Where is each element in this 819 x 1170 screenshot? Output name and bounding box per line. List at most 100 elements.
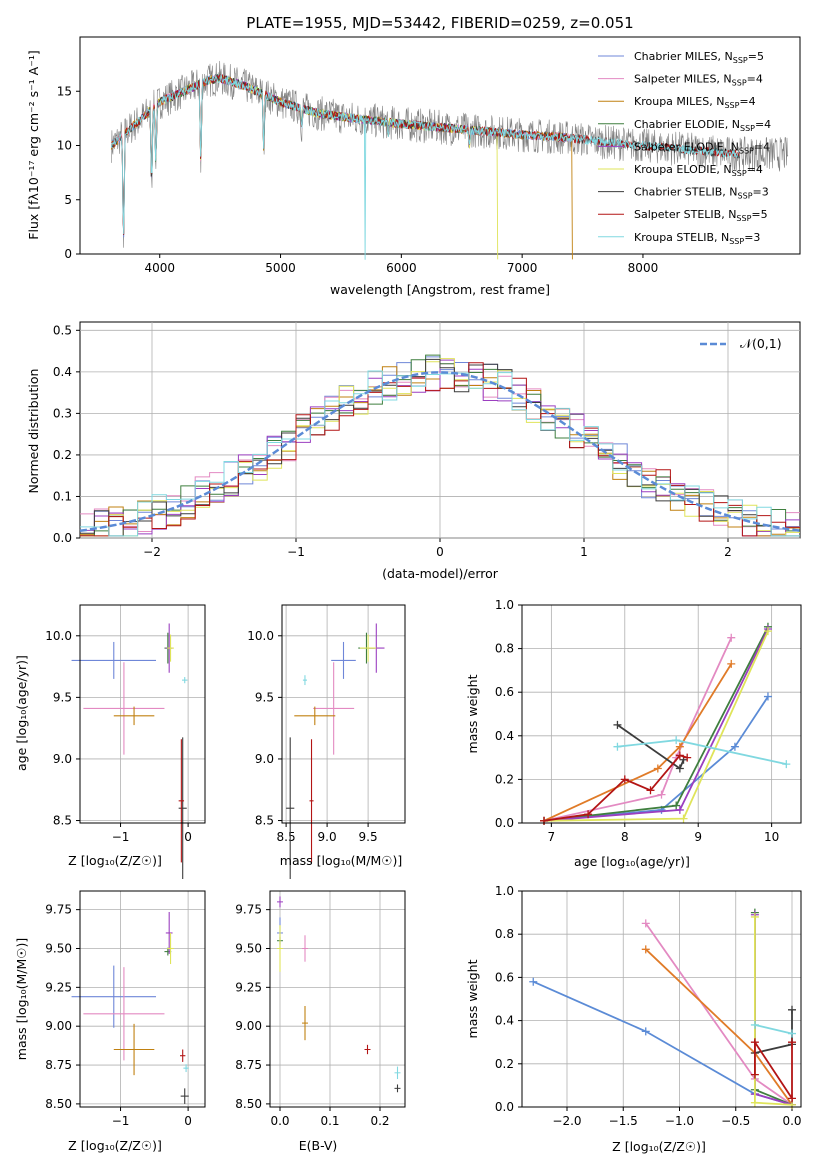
y-tick-label: 0.3 — [53, 406, 72, 420]
y-tick-label: 9.50 — [45, 941, 72, 955]
spectrum-legend: Chabrier MILES, NSSP=5 Salpeter MILES, NS… — [598, 50, 771, 246]
residual-ylabel: Normed distribution — [26, 369, 41, 494]
mass-weight-line — [645, 922, 793, 1106]
data-point — [646, 786, 655, 795]
x-tick-label: 0.2 — [370, 1114, 389, 1128]
y-tick-label: 9.0 — [255, 752, 274, 766]
data-point — [613, 742, 622, 751]
y-tick-label: 1.0 — [495, 884, 514, 898]
x-tick-label: 8.5 — [277, 830, 296, 844]
x-tick-label: 0 — [184, 830, 192, 844]
data-point — [750, 1098, 759, 1107]
x-tick-label: 8000 — [628, 261, 659, 275]
mass-vs-metallicity-panel: −1 0 8.50 8.75 9.00 9.25 9.50 9.75 — [45, 890, 206, 1128]
x-tick-label: −1 — [112, 830, 130, 844]
p4-xlabel: mass [log₁₀(M/M☉)] — [280, 853, 402, 868]
y-tick-label: 9.75 — [235, 903, 262, 917]
data-point — [763, 627, 772, 636]
y-tick-label: 10.0 — [247, 629, 274, 643]
x-tick-label: 0 — [436, 545, 444, 559]
data-point — [672, 736, 681, 745]
mass-weight-line — [543, 626, 769, 822]
data-point — [679, 814, 688, 823]
model-line-kroupa-elodie — [147, 74, 499, 260]
y-tick-label: 9.50 — [235, 941, 262, 955]
data-point — [641, 1027, 650, 1036]
p8-xlabel: Z [log₁₀(Z/Z☉)] — [612, 1139, 706, 1154]
data-point — [641, 945, 650, 954]
model-line-kroupa-stelib — [110, 74, 740, 260]
data-point — [672, 801, 681, 810]
spectrum-panel: 4000 5000 6000 7000 8000 0 5 10 15 Chabrier MILE… — [26, 36, 801, 297]
data-point — [727, 659, 736, 668]
age-vs-metallicity-panel: −1 0 8.5 9.0 9.5 10.0 — [45, 604, 206, 880]
x-tick-label: −1.5 — [609, 1114, 638, 1128]
spectrum-lines — [110, 60, 789, 260]
y-tick-label: 8.50 — [235, 1097, 262, 1111]
data-point — [584, 810, 593, 819]
y-tick-label: 9.00 — [235, 1019, 262, 1033]
p3-ylabel: age [log₁₀(age/yr)] — [14, 655, 29, 771]
y-tick-label: 9.25 — [235, 980, 262, 994]
residual-legend: 𝒩(0,1) — [700, 336, 782, 351]
y-tick-label: 8.5 — [255, 814, 274, 828]
y-tick-label: 0.0 — [495, 1100, 514, 1114]
mass-weight-line — [532, 980, 793, 1106]
data-point — [675, 764, 684, 773]
age-vs-mass-panel: 8.5 9.0 9.5 8.5 9.0 9.5 10.0 — [247, 604, 406, 880]
mass-weight-line — [754, 916, 793, 1106]
spectrum-xlabel: wavelength [Angstrom, rest frame] — [330, 282, 550, 297]
x-tick-label: 0 — [184, 1114, 192, 1128]
data-point — [750, 1038, 759, 1047]
x-tick-label: −1.0 — [665, 1114, 694, 1128]
y-tick-label: 9.5 — [255, 690, 274, 704]
x-tick-label: −0.5 — [721, 1114, 750, 1128]
x-tick-label: 8 — [621, 830, 629, 844]
y-tick-label: 0.2 — [495, 772, 514, 786]
mass-weight-line — [543, 663, 733, 822]
data-point — [788, 1029, 796, 1038]
legend-entry: Kroupa STELIB, NSSP=3 — [634, 231, 760, 246]
gaussian-curve — [79, 371, 801, 532]
x-tick-label: −2 — [143, 545, 161, 559]
x-tick-label: 0.1 — [320, 1114, 339, 1128]
data-point — [613, 720, 622, 729]
y-tick-label: 0.2 — [53, 448, 72, 462]
y-tick-label: 9.0 — [53, 752, 72, 766]
legend-entry: Chabrier MILES, NSSP=5 — [634, 50, 764, 65]
panel-frame — [79, 604, 206, 824]
y-tick-label: 9.25 — [45, 980, 72, 994]
data-point — [675, 751, 684, 760]
x-tick-label: 0.0 — [782, 1114, 801, 1128]
legend-entry: Salpeter STELIB, NSSP=5 — [634, 208, 768, 223]
y-tick-label: 9.00 — [45, 1019, 72, 1033]
mass-weight-line — [754, 912, 793, 1106]
p3-xlabel: Z [log₁₀(Z/Z☉)] — [68, 853, 162, 868]
x-tick-label: 9.5 — [359, 830, 378, 844]
data-point — [750, 1020, 759, 1029]
mass-weight-line — [543, 628, 769, 822]
y-tick-label: 0.6 — [495, 685, 514, 699]
x-tick-label: 2 — [724, 545, 732, 559]
histogram-kroupa-stelib — [80, 370, 800, 537]
legend-entry: Salpeter ELODIE, NSSP=4 — [634, 140, 770, 155]
mass-vs-ebv-panel: 0.0 0.1 0.2 8.50 8.75 9.00 9.25 9.50 9.75 — [235, 890, 406, 1128]
mass-weight-line — [754, 1039, 793, 1102]
y-tick-label: 0.8 — [495, 927, 514, 941]
legend-entry: Chabrier STELIB, NSSP=3 — [634, 186, 769, 201]
gaussian-legend-label: 𝒩(0,1) — [740, 336, 782, 351]
residual-grid: −2 −1 0 1 2 0.0 0.1 0.2 0.3 0.4 0.5 — [53, 322, 800, 559]
x-tick-label: −1 — [112, 1114, 130, 1128]
p5-ylabel: mass weight — [465, 674, 480, 753]
y-tick-label: 0.0 — [495, 816, 514, 830]
x-tick-label: −2.0 — [552, 1114, 581, 1128]
data-point — [529, 977, 538, 986]
y-tick-label: 0.2 — [495, 1057, 514, 1071]
data-point — [657, 790, 666, 799]
y-tick-label: 0.0 — [53, 531, 72, 545]
massweight-vs-metallicity-panel: −2.0 −1.5 −1.0 −0.5 0.0 0.0 0.2 0.4 0.6 0.8 1.0 — [495, 884, 802, 1128]
data-point — [540, 816, 549, 825]
p7-xlabel: E(B-V) — [299, 1138, 338, 1153]
data-point — [788, 1038, 796, 1047]
